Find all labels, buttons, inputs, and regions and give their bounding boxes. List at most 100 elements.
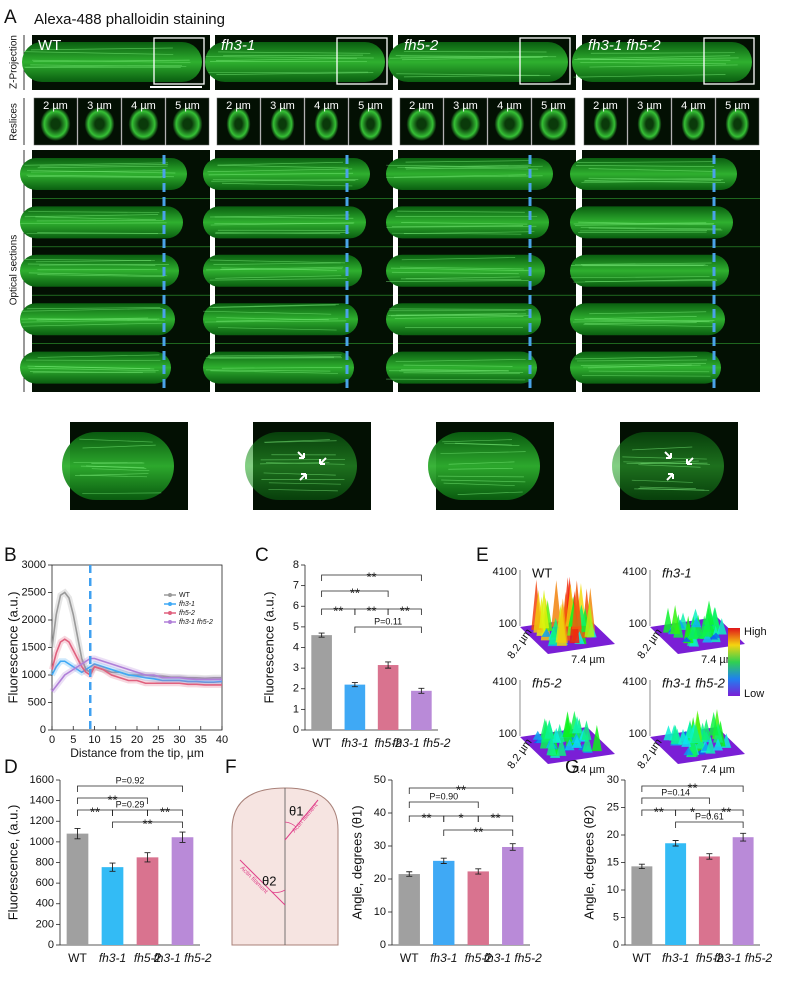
actin-streak <box>205 56 374 59</box>
actin-streak <box>391 271 519 275</box>
theta1: θ1 <box>289 803 303 818</box>
actin-streak <box>397 210 525 213</box>
actin-streak <box>27 365 151 369</box>
y-axis-label: Fluorescence, (a.u.) <box>5 805 20 921</box>
actin-streak <box>588 370 710 373</box>
bar <box>398 874 420 945</box>
reslice-ring <box>450 107 481 141</box>
actin-streak <box>210 370 339 374</box>
category-label: fh3-1 fh5-2 <box>714 951 772 965</box>
surface-spike <box>532 730 543 740</box>
actin-streak <box>218 327 337 331</box>
actin-streak <box>582 375 711 377</box>
actin-streak <box>39 264 169 266</box>
reslice-ring <box>593 107 618 141</box>
actin-streak <box>37 354 160 358</box>
actin-streak <box>396 314 530 317</box>
arrow <box>299 473 307 481</box>
zoom-cell <box>62 432 174 500</box>
category-label: fh5-2 <box>374 736 402 750</box>
reslice-ring <box>681 107 706 141</box>
error-bar <box>706 853 713 860</box>
y-tick-label: 1000 <box>22 669 46 681</box>
roi-box <box>703 37 755 85</box>
y-tick-label: 8 <box>293 559 299 571</box>
significance-label: ** <box>366 569 376 584</box>
surface-spike <box>712 738 723 751</box>
arrow <box>686 457 694 465</box>
significance-bracket <box>708 809 744 816</box>
y-tick-label: 40 <box>374 807 386 819</box>
cell-tube <box>386 351 537 384</box>
actin-streak <box>205 369 331 372</box>
actin-streak <box>575 356 698 360</box>
surface-spike <box>584 600 595 637</box>
y-tick-label: 1200 <box>30 815 54 827</box>
actin-streak <box>400 278 522 280</box>
actin-streak <box>402 56 543 61</box>
actin-streak <box>22 322 162 327</box>
genotype-label: fh5-2 <box>404 37 439 54</box>
actin-streak <box>23 65 183 68</box>
y-tick-label: 25 <box>607 801 619 813</box>
surface-spike <box>688 616 699 640</box>
actin-streak <box>209 304 336 309</box>
actin-streak <box>216 57 358 61</box>
arrow <box>664 451 672 459</box>
actin-streak <box>390 267 529 272</box>
scale-high: High <box>744 626 767 638</box>
y-tick-label: 1600 <box>30 774 54 786</box>
actin-streak <box>27 307 161 310</box>
significance-label: ** <box>721 804 731 819</box>
actin-streak <box>395 358 526 362</box>
surface-spike <box>582 731 593 752</box>
surface-spike <box>556 735 567 756</box>
actin-streak <box>209 278 348 281</box>
panel-title: Alexa-488 phalloidin staining <box>34 11 225 28</box>
significance-bracket <box>641 785 744 792</box>
x-tick-label: 20 <box>131 734 143 746</box>
actin-streak <box>583 364 701 368</box>
panel-label: E <box>476 545 489 566</box>
reslice-ring <box>725 107 750 141</box>
reslice-depth: 4 µm <box>497 100 522 112</box>
y-tick-label: 600 <box>36 877 54 889</box>
actin-streak <box>82 492 162 494</box>
actin-streak <box>216 318 339 322</box>
x-extent-label: 7.4 µm <box>701 654 735 666</box>
legend-marker <box>168 602 172 606</box>
error-bar <box>179 831 186 843</box>
bar <box>171 837 194 945</box>
significance-label: P=0.14 <box>661 787 690 797</box>
actin-streak <box>210 259 346 264</box>
actin-streak <box>213 262 341 265</box>
panel-label: F <box>225 757 237 778</box>
z-max-label: 4100 <box>623 676 647 688</box>
significance-bracket <box>354 626 422 633</box>
category-label: fh3-1 <box>99 951 126 965</box>
category-label: fh3-1 <box>341 736 368 750</box>
significance-label: ** <box>654 804 664 819</box>
surface-genotype: fh3-1 <box>662 565 692 580</box>
actin-streak <box>631 479 693 483</box>
error-bar <box>351 682 358 688</box>
y-tick-label: 3000 <box>22 559 46 571</box>
actin-streak <box>639 486 696 489</box>
y-tick-label: 0 <box>380 939 386 951</box>
significance-label: * <box>690 804 695 819</box>
surface-spike <box>713 721 724 743</box>
z-max-label: 4100 <box>623 566 647 578</box>
legend-marker <box>168 593 172 597</box>
panel-label: A <box>4 7 17 28</box>
actin-streak <box>268 489 338 492</box>
actin-streak <box>386 280 529 282</box>
actin-streak <box>389 308 530 310</box>
surface-spike <box>546 735 557 756</box>
reslice-depth: 3 µm <box>637 100 662 112</box>
bar <box>502 846 524 945</box>
actin-streak <box>210 214 350 218</box>
significance-bracket <box>112 809 148 816</box>
reslice-depth: 2 µm <box>43 100 68 112</box>
y-extent-label: 8.2 µm <box>505 737 534 772</box>
actin-streak <box>211 179 359 182</box>
